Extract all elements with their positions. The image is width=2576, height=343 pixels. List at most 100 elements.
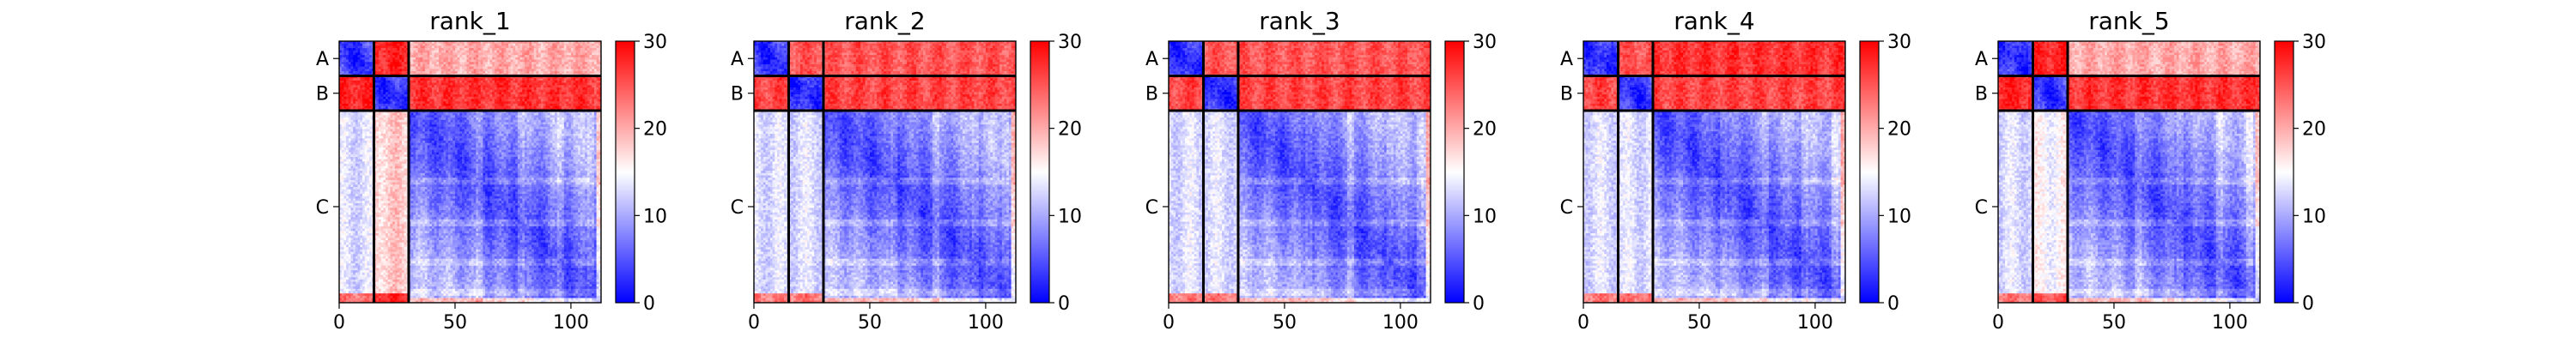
heatmap-cell [434,67,437,69]
heatmap-cell [439,67,441,69]
heatmap-cell [592,83,594,86]
heatmap-cell [497,57,500,60]
heatmap-cell [552,78,555,81]
heatmap-cell [471,81,474,83]
heatmap-cell [383,53,386,56]
heatmap-cell [522,67,525,69]
heatmap-cell [386,69,388,71]
heatmap-cell [428,67,430,69]
heatmap-cell [428,57,430,60]
heatmap-cell [478,69,481,71]
heatmap-cell [388,64,391,67]
heatmap-cell [448,57,451,60]
heatmap-cell [562,67,564,69]
heatmap-cell [550,60,553,63]
heatmap-cell [511,67,513,69]
heatmap-cell [395,51,398,53]
heatmap-cell [392,44,395,46]
heatmap-cell [462,51,465,53]
heatmap-cell [369,78,372,81]
heatmap-cell [497,60,500,63]
heatmap-cell [358,71,361,74]
heatmap-cell [395,64,398,67]
heatmap-cell [397,69,399,71]
heatmap-cell [506,71,508,74]
heatmap-cell [564,48,567,51]
heatmap-cell [353,45,355,48]
heatmap-cell [455,44,458,46]
heatmap-cell [462,60,465,63]
heatmap-cell [411,55,414,57]
heatmap-cell [571,69,574,71]
heatmap-cell [439,51,441,53]
heatmap-cell [513,67,515,69]
heatmap-cell [592,71,594,74]
heatmap-cell [448,64,451,67]
heatmap-cell [458,71,460,74]
heatmap-cell [567,44,569,46]
heatmap-cell [574,57,576,60]
heatmap-cell [395,81,398,83]
heatmap-cell [590,53,592,56]
heatmap-cell [434,45,437,48]
heatmap-cell [392,81,395,83]
heatmap-cell [353,83,355,86]
heatmap-cell [428,55,430,57]
heatmap-cell [429,64,432,67]
heatmap-cell [545,48,548,51]
heatmap-cell [469,60,471,63]
heatmap-cell [495,62,497,64]
heatmap-cell [536,44,538,46]
heatmap-cell [365,44,368,46]
heatmap-cell [541,53,544,56]
heatmap-cell [504,57,507,60]
heatmap-cell [365,83,368,86]
heatmap-cell [518,69,520,71]
heatmap-cell [469,64,471,67]
heatmap-cell [527,83,530,86]
heatmap-cell [483,83,485,86]
heatmap-cell [343,67,346,69]
heatmap-cell [360,67,362,69]
heatmap-cell [342,67,344,69]
heatmap-cell [488,81,490,83]
heatmap-cell [390,53,392,56]
heatmap-cell [365,85,368,87]
heatmap-cell [455,48,458,51]
heatmap-cell [420,69,422,71]
heatmap-cell [429,62,432,64]
heatmap-cell [465,71,467,74]
heatmap-cell [367,71,369,74]
heatmap-cell [552,64,555,67]
heatmap-cell [578,69,580,71]
heatmap-cell [343,69,346,71]
heatmap-cell [544,57,546,60]
heatmap-cell [548,44,550,46]
heatmap-cell [555,78,557,81]
heatmap-cell [571,81,574,83]
heatmap-cell [420,44,422,46]
heatmap-cell [476,78,478,81]
heatmap-cell [351,81,354,83]
heatmap-cell [534,64,537,67]
heatmap-cell [411,81,414,83]
heatmap-cell [441,55,444,57]
heatmap-cell [425,51,428,53]
heatmap-cell [362,64,365,67]
heatmap-cell [518,71,520,74]
heatmap-cell [466,83,469,86]
heatmap-cell [501,53,504,56]
heatmap-cell [402,51,404,53]
heatmap-cell [367,48,369,51]
heatmap-cell [397,45,399,48]
heatmap-cell [580,81,583,83]
heatmap-cell [481,83,483,86]
heatmap-cell [451,83,453,86]
heatmap-cell [462,57,465,60]
heatmap-cell [594,69,597,71]
heatmap-cell [399,67,402,69]
heatmap-cell [376,71,379,74]
heatmap-cell [441,69,444,71]
heatmap-cell [469,45,471,48]
heatmap-cell [465,57,467,60]
